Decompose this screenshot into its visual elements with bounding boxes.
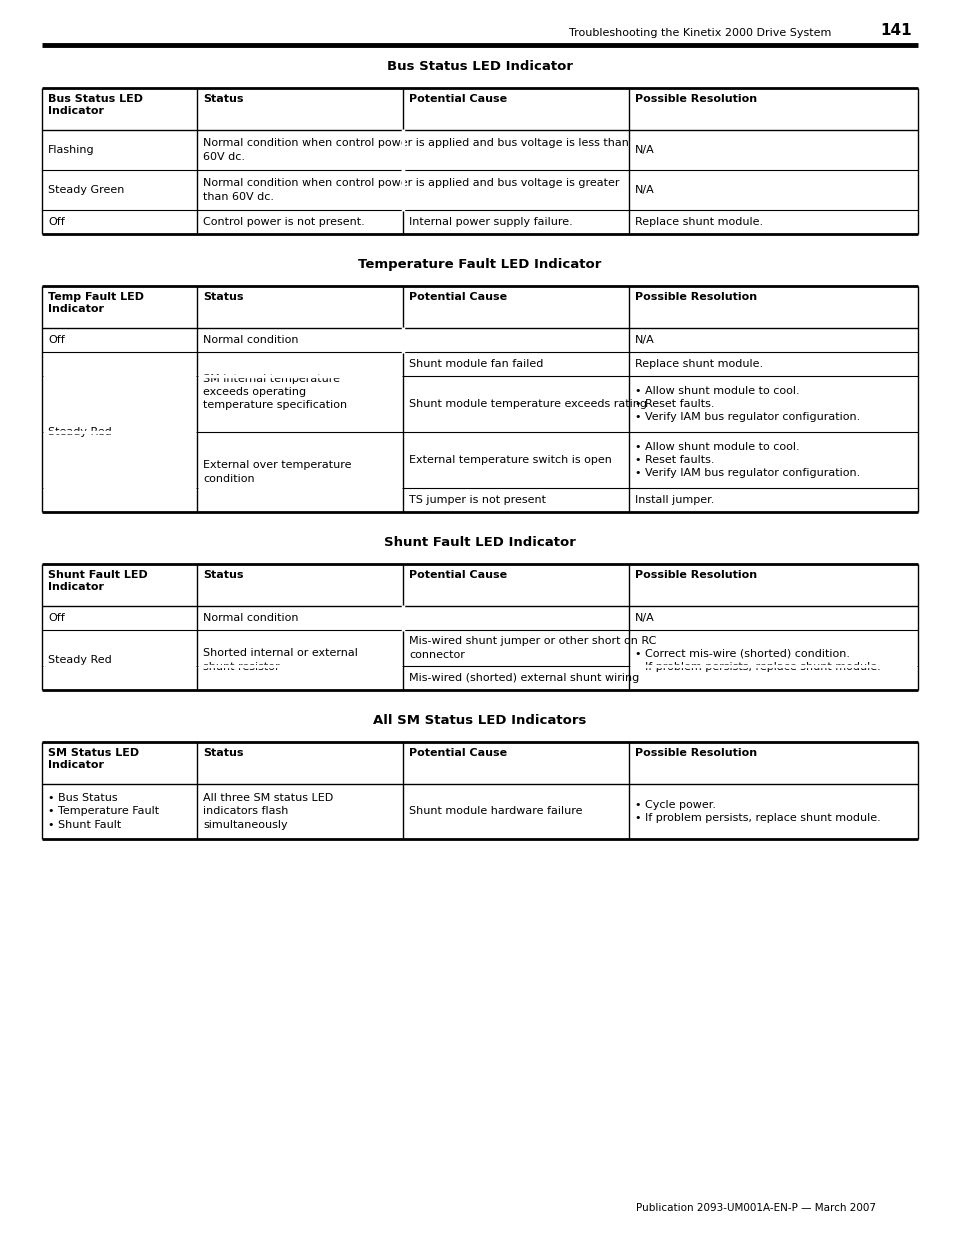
Text: External over temperature
condition: External over temperature condition: [203, 461, 352, 484]
Text: Temperature Fault LED Indicator: Temperature Fault LED Indicator: [358, 258, 601, 270]
Text: External temperature switch is open: External temperature switch is open: [409, 454, 611, 466]
Text: Shunt Fault LED
Indicator: Shunt Fault LED Indicator: [48, 571, 148, 593]
Text: Potential Cause: Potential Cause: [409, 291, 506, 303]
Text: Status: Status: [203, 571, 243, 580]
Text: SM Status LED
Indicator: SM Status LED Indicator: [48, 748, 139, 771]
Text: Possible Resolution: Possible Resolution: [635, 748, 757, 758]
Text: Off: Off: [48, 335, 65, 345]
Text: Possible Resolution: Possible Resolution: [635, 571, 757, 580]
Text: Steady Red: Steady Red: [48, 427, 112, 437]
Text: N/A: N/A: [635, 335, 654, 345]
Text: Replace shunt module.: Replace shunt module.: [635, 217, 762, 227]
Text: • Allow shunt module to cool.
• Reset faults.
• Verify IAM bus regulator configu: • Allow shunt module to cool. • Reset fa…: [635, 385, 860, 422]
Text: Flashing: Flashing: [48, 144, 94, 156]
Text: Shunt module temperature exceeds rating: Shunt module temperature exceeds rating: [409, 399, 646, 409]
Text: Possible Resolution: Possible Resolution: [635, 94, 757, 104]
Text: Status: Status: [203, 748, 243, 758]
Text: Status: Status: [203, 94, 243, 104]
Text: Off: Off: [48, 613, 65, 622]
Text: Shunt Fault LED Indicator: Shunt Fault LED Indicator: [384, 536, 576, 550]
Text: Potential Cause: Potential Cause: [409, 748, 506, 758]
Text: Steady Red: Steady Red: [48, 655, 112, 664]
Text: N/A: N/A: [635, 613, 654, 622]
Text: Publication 2093-UM001A-EN-P — March 2007: Publication 2093-UM001A-EN-P — March 200…: [636, 1203, 875, 1213]
Text: Bus Status LED
Indicator: Bus Status LED Indicator: [48, 94, 143, 116]
Text: Potential Cause: Potential Cause: [409, 94, 506, 104]
Text: N/A: N/A: [635, 144, 654, 156]
Text: Normal condition when control power is applied and bus voltage is greater
than 6: Normal condition when control power is a…: [203, 178, 618, 201]
Text: All three SM status LED
indicators flash
simultaneously: All three SM status LED indicators flash…: [203, 793, 333, 830]
Text: Replace shunt module.: Replace shunt module.: [635, 359, 762, 369]
Text: SM internal temperature
exceeds operating
temperature specification: SM internal temperature exceeds operatin…: [203, 374, 347, 410]
Text: Off: Off: [48, 217, 65, 227]
Text: All SM Status LED Indicators: All SM Status LED Indicators: [373, 714, 586, 727]
Text: • Cycle power.
• If problem persists, replace shunt module.: • Cycle power. • If problem persists, re…: [635, 800, 880, 823]
Text: N/A: N/A: [635, 185, 654, 195]
Text: Normal condition: Normal condition: [203, 335, 298, 345]
Text: Normal condition when control power is applied and bus voltage is less than
60V : Normal condition when control power is a…: [203, 138, 628, 162]
Text: Install jumper.: Install jumper.: [635, 495, 714, 505]
Text: Temp Fault LED
Indicator: Temp Fault LED Indicator: [48, 291, 144, 315]
Text: Mis-wired shunt jumper or other short on RC
connector: Mis-wired shunt jumper or other short on…: [409, 636, 656, 659]
Text: • Correct mis-wire (shorted) condition.
• If problem persists, replace shunt mod: • Correct mis-wire (shorted) condition. …: [635, 648, 880, 672]
Text: • Bus Status
• Temperature Fault
• Shunt Fault: • Bus Status • Temperature Fault • Shunt…: [48, 793, 159, 830]
Text: Potential Cause: Potential Cause: [409, 571, 506, 580]
Text: Control power is not present.: Control power is not present.: [203, 217, 364, 227]
Text: Troubleshooting the Kinetix 2000 Drive System: Troubleshooting the Kinetix 2000 Drive S…: [568, 28, 830, 38]
Text: Shorted internal or external
shunt resistor: Shorted internal or external shunt resis…: [203, 648, 357, 672]
Text: Steady Green: Steady Green: [48, 185, 124, 195]
Text: Status: Status: [203, 291, 243, 303]
Text: 141: 141: [880, 23, 911, 38]
Text: Bus Status LED Indicator: Bus Status LED Indicator: [387, 61, 573, 73]
Text: Possible Resolution: Possible Resolution: [635, 291, 757, 303]
Text: Mis-wired (shorted) external shunt wiring: Mis-wired (shorted) external shunt wirin…: [409, 673, 639, 683]
Text: • Allow shunt module to cool.
• Reset faults.
• Verify IAM bus regulator configu: • Allow shunt module to cool. • Reset fa…: [635, 442, 860, 478]
Text: TS jumper is not present: TS jumper is not present: [409, 495, 545, 505]
Text: Shunt module fan failed: Shunt module fan failed: [409, 359, 542, 369]
Text: Internal power supply failure.: Internal power supply failure.: [409, 217, 572, 227]
Text: Normal condition: Normal condition: [203, 613, 298, 622]
Text: Shunt module hardware failure: Shunt module hardware failure: [409, 806, 581, 816]
